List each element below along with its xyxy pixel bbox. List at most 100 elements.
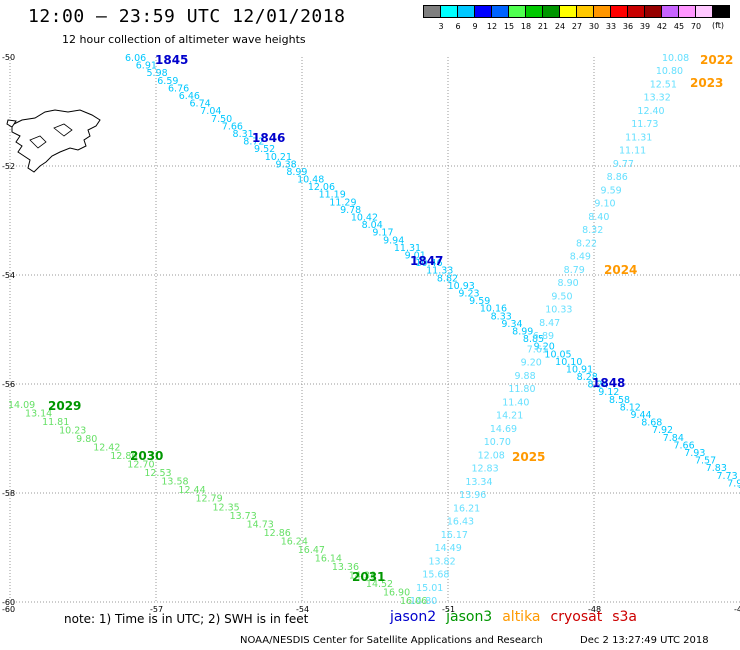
swh-value: 8.68 xyxy=(641,418,662,429)
swh-value: 7.93 xyxy=(684,448,705,459)
color-scale: 3 6 9 12 15 18 21 24 27 30 33 36 39 42 45 70 xyxy=(423,5,730,31)
swh-value: 12.42 xyxy=(93,443,120,454)
swh-value: 11.80 xyxy=(508,384,535,395)
color-scale-label: 18 xyxy=(520,22,532,31)
swh-value: 13.36 xyxy=(332,562,359,573)
swh-value: 13.14 xyxy=(25,409,52,420)
swh-value: 11.81 xyxy=(42,417,69,428)
swh-value: 13.82 xyxy=(428,556,455,567)
swh-value: 11.11 xyxy=(619,146,646,157)
page-title: 12:00 – 23:59 UTC 12/01/2018 xyxy=(28,6,346,27)
swh-value: 8.47 xyxy=(539,318,560,329)
color-scale-label: 15 xyxy=(503,22,515,31)
swh-value: 9.77 xyxy=(613,159,634,170)
swh-value: 7.04 xyxy=(200,106,221,117)
swh-value: 13.73 xyxy=(230,511,257,522)
swh-value: 6.76 xyxy=(168,83,189,94)
swh-value: 9.17 xyxy=(372,228,393,239)
swh-value: 13.34 xyxy=(465,477,492,488)
swh-value: 9.59 xyxy=(601,185,622,196)
color-scale-swatches xyxy=(423,5,730,18)
swh-value: 14.21 xyxy=(496,411,523,422)
swh-value: 11.40 xyxy=(502,397,529,408)
pass-number-label: 1846 xyxy=(252,131,285,145)
color-scale-label: 12 xyxy=(486,22,498,31)
legend-jason2: jason2 xyxy=(390,609,437,625)
swh-value: 11.31 xyxy=(394,243,421,254)
swh-value: 6.89 xyxy=(533,331,554,342)
swh-value: 12.40 xyxy=(637,106,664,117)
lat-label: -54 xyxy=(2,271,15,280)
swh-value: 12.53 xyxy=(144,468,171,479)
map-frame xyxy=(10,57,740,602)
swh-value: 10.46 xyxy=(415,258,442,269)
swh-value: 8.58 xyxy=(609,395,630,406)
swh-value: 6.74 xyxy=(190,99,211,110)
swh-value: 9.50 xyxy=(551,291,572,302)
swh-value: 9.38 xyxy=(276,159,297,170)
swh-value: 7.83 xyxy=(706,463,727,474)
swh-value: 11.31 xyxy=(625,132,652,143)
page-subtitle: 12 hour collection of altimeter wave hei… xyxy=(62,33,306,46)
swh-value: 7.84 xyxy=(663,433,684,444)
swh-value: 9.10 xyxy=(594,199,615,210)
swh-value: 7.61 xyxy=(527,344,548,355)
pass-number-label: 2022 xyxy=(700,53,733,67)
color-scale-label: 33 xyxy=(605,22,617,31)
swh-value: 16.06 xyxy=(400,596,427,607)
swh-value: 11.19 xyxy=(319,190,346,201)
swh-value: 9.94 xyxy=(383,235,404,246)
lon-label: -51 xyxy=(442,605,455,614)
swh-value: 8.99 xyxy=(286,167,307,178)
swh-value: 14.49 xyxy=(435,543,462,554)
swh-value: 6.46 xyxy=(179,91,200,102)
color-scale-labels: 3 6 9 12 15 18 21 24 27 30 33 36 39 42 45 70 xyxy=(423,22,740,34)
swh-value: 14.38 xyxy=(349,570,376,581)
swh-value: 9.20 xyxy=(534,342,555,353)
color-scale-label: 9 xyxy=(472,22,478,31)
swh-value: 8.79 xyxy=(564,265,585,276)
swh-value: 12.51 xyxy=(650,79,677,90)
track-jason3: 6.066.915.986.596.766.466.747.047.507.66… xyxy=(125,53,740,497)
swh-value: 12.86 xyxy=(110,451,137,462)
swh-value: 11.29 xyxy=(329,197,356,208)
swh-value: 16.24 xyxy=(281,536,308,547)
swh-value: 7.92 xyxy=(652,425,673,436)
swh-value: 8.04 xyxy=(362,220,383,231)
satellite-legend: jason2 jason3 altika cryosat s3a xyxy=(390,609,637,625)
lat-label: -56 xyxy=(2,380,15,389)
swh-value: 16.90 xyxy=(383,587,410,598)
swh-value: 8.32 xyxy=(582,225,603,236)
swh-value: 16.47 xyxy=(298,545,325,556)
color-scale-label: 6 xyxy=(455,22,461,31)
lon-label: -45 xyxy=(734,605,740,614)
swh-value: 9.52 xyxy=(254,144,275,155)
swh-value: 9.01 xyxy=(405,251,426,262)
color-scale-label: 39 xyxy=(639,22,651,31)
legend-jason3: jason3 xyxy=(446,609,493,625)
track-jason2: 14.0913.1411.8110.239.8012.4212.8612.701… xyxy=(8,399,427,607)
swh-value: 12.08 xyxy=(478,450,505,461)
swh-value: 12.35 xyxy=(213,502,240,513)
lat-label: -52 xyxy=(2,162,15,171)
swh-value: 10.08 xyxy=(662,53,689,64)
swh-value: 12.83 xyxy=(471,464,498,475)
color-scale-label: 70 xyxy=(690,22,702,31)
swh-value: 8.31 xyxy=(233,129,254,140)
swh-value: 12.44 xyxy=(178,485,205,496)
pass-number-label: 2029 xyxy=(48,399,81,413)
lat-label: -50 xyxy=(2,53,15,62)
swh-value: 8.28 xyxy=(577,372,598,383)
pass-number-label: 2031 xyxy=(352,570,385,584)
swh-value: 8.72 xyxy=(243,137,264,148)
swh-value: 16.14 xyxy=(315,553,342,564)
swh-value: 14.69 xyxy=(490,424,517,435)
swh-value: 8.90 xyxy=(558,278,579,289)
swh-value: 7.73 xyxy=(716,471,737,482)
swh-value: 7.50 xyxy=(211,114,232,125)
swh-value: 8.40 xyxy=(588,212,609,223)
axis-labels: -50 -52 -54 -56 -58 -60 -57 -54 -51 -48 -45 -60 xyxy=(2,53,740,614)
swh-value: 10.23 xyxy=(59,426,86,437)
swh-value: 14.80 xyxy=(410,596,437,607)
swh-value: 16.43 xyxy=(447,517,474,528)
